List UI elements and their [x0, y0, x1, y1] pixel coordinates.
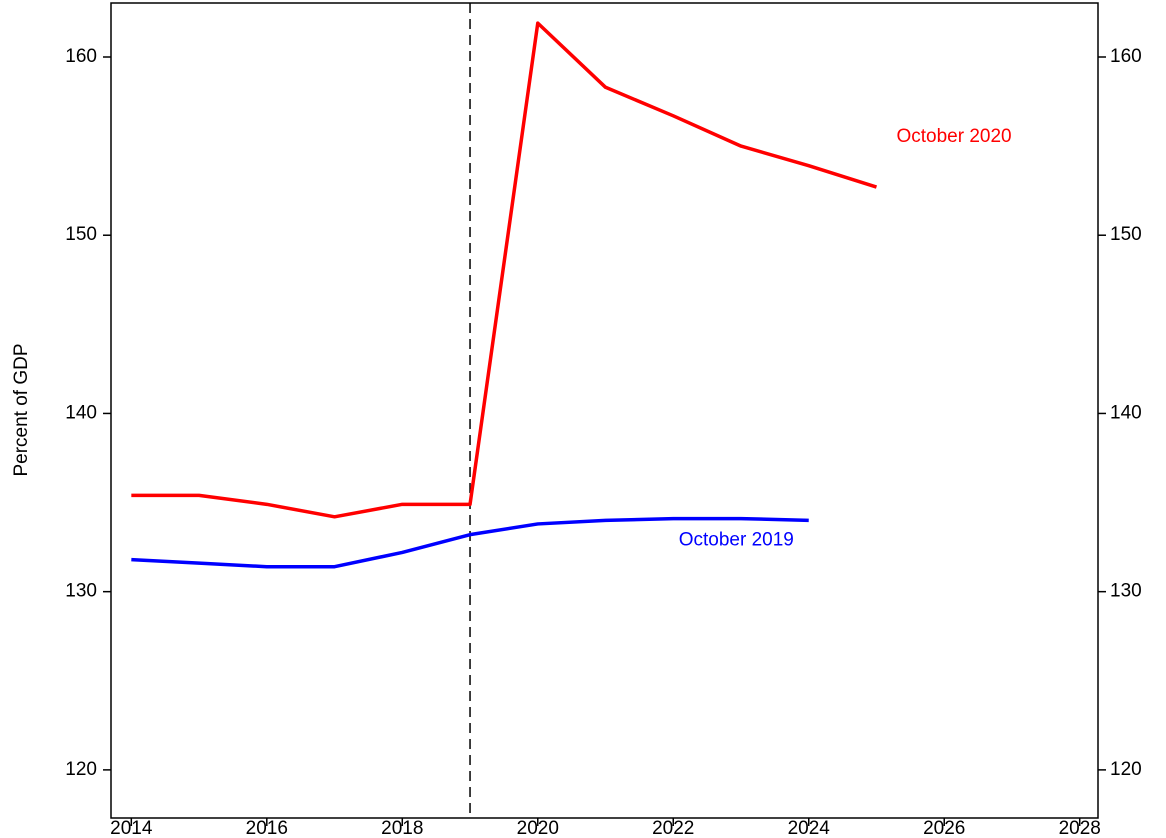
x-tick-label: 2018 — [381, 818, 423, 838]
y2-tick-label: 160 — [1110, 46, 1142, 67]
y2-tick-label: 120 — [1110, 759, 1142, 780]
x-tick-label: 2026 — [923, 818, 965, 838]
y2-tick-label: 140 — [1110, 402, 1142, 423]
x-tick-label: 2022 — [652, 818, 694, 838]
y-tick-label: 150 — [65, 224, 97, 245]
y-tick-label: 160 — [65, 46, 97, 67]
y-tick-label: 130 — [65, 581, 97, 602]
y-axis-label: Percent of GDP — [11, 343, 32, 476]
series-label: October 2019 — [679, 529, 794, 550]
y2-tick-label: 130 — [1110, 581, 1142, 602]
y-tick-label: 120 — [65, 759, 97, 780]
plot-frame — [110, 2, 1099, 819]
x-tick-label: 2020 — [517, 818, 559, 838]
x-tick-label: 2024 — [788, 818, 831, 838]
x-tick-label: 2014 — [110, 818, 153, 838]
series-line — [131, 21, 878, 519]
y-tick-label: 140 — [65, 402, 97, 423]
series-label: October 2020 — [896, 126, 1011, 147]
x-tick-label: 2028 — [1059, 818, 1101, 838]
x-tick-label: 2016 — [246, 818, 288, 838]
y2-tick-label: 150 — [1110, 224, 1142, 245]
series-line — [131, 516, 809, 569]
